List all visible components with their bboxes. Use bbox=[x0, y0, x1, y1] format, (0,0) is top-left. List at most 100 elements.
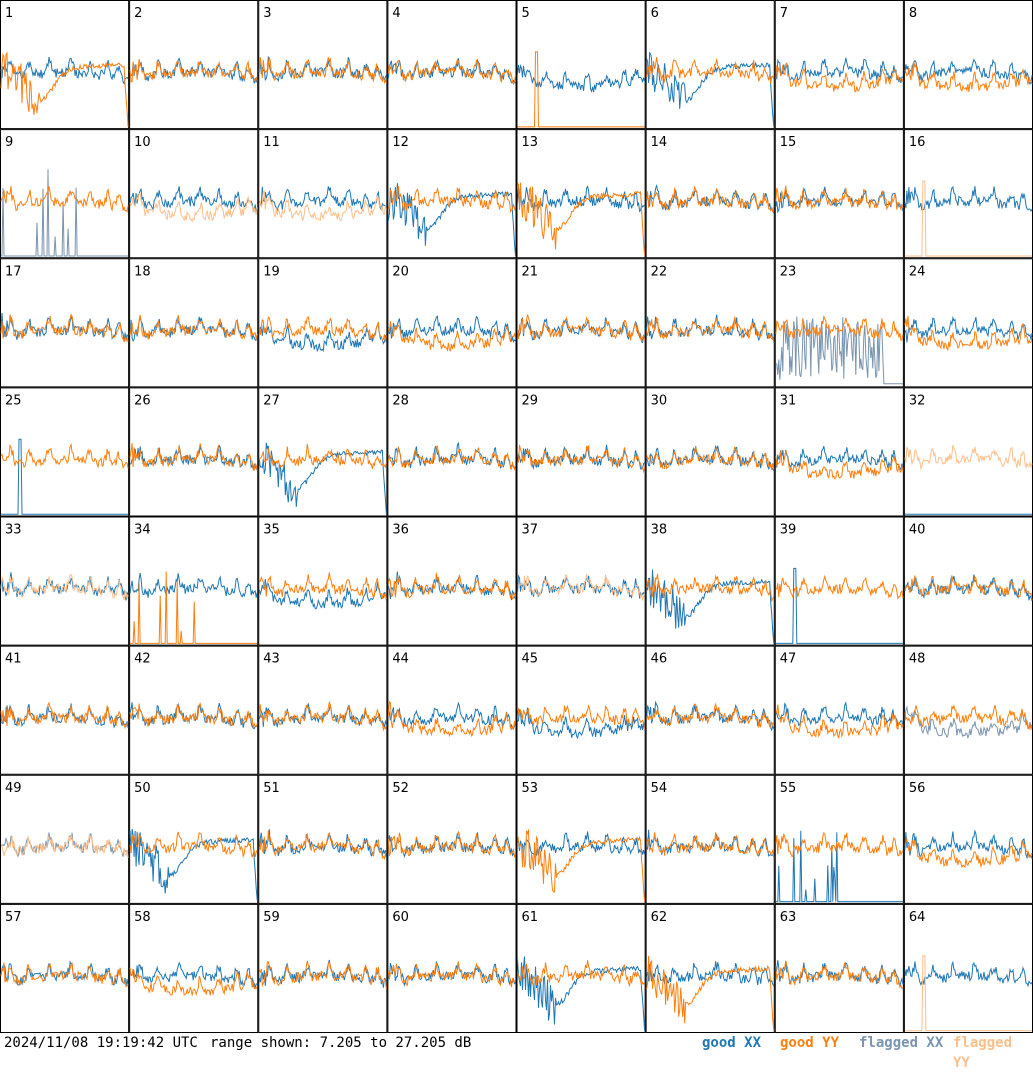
xx-line bbox=[904, 185, 1033, 212]
xx-line bbox=[1, 169, 129, 257]
panel-label: 2 bbox=[134, 6, 142, 21]
yy-line bbox=[904, 838, 1033, 869]
panel-label: 33 bbox=[5, 523, 22, 538]
xx-line bbox=[517, 574, 646, 599]
range-text: range shown: 7.205 to 27.205 dB bbox=[210, 1035, 472, 1051]
panel-label: 3 bbox=[263, 6, 271, 21]
panel-label: 37 bbox=[522, 523, 539, 538]
panel-32: 32 bbox=[903, 387, 1033, 517]
panel-label: 50 bbox=[134, 781, 151, 796]
panel-label: 34 bbox=[134, 523, 151, 538]
yy-line bbox=[387, 185, 516, 214]
yy-line bbox=[775, 960, 904, 990]
panel-frame bbox=[129, 387, 259, 517]
xx-line bbox=[388, 441, 516, 471]
panel-label: 25 bbox=[5, 393, 22, 408]
yy-line bbox=[0, 443, 129, 470]
yy-line bbox=[387, 961, 516, 988]
panel-label: 8 bbox=[909, 6, 917, 21]
panel-label: 63 bbox=[780, 910, 797, 925]
panel-7: 7 bbox=[774, 0, 904, 130]
panel-label: 62 bbox=[651, 910, 668, 925]
panel-21: 21 bbox=[516, 258, 646, 388]
panel-14: 14 bbox=[645, 129, 775, 259]
yy-line bbox=[387, 445, 516, 471]
yy-line bbox=[129, 314, 258, 340]
panel-label: 39 bbox=[780, 523, 797, 538]
xx-line bbox=[775, 316, 903, 385]
yy-line bbox=[258, 189, 387, 222]
panel-48: 48 bbox=[903, 645, 1033, 775]
panel-label: 49 bbox=[5, 781, 22, 796]
panel-54: 54 bbox=[645, 774, 775, 904]
panel-frame bbox=[258, 774, 388, 904]
panel-frame bbox=[129, 645, 259, 775]
yy-line bbox=[904, 704, 1033, 731]
panel-49: 49 bbox=[0, 774, 130, 904]
panel-label: 5 bbox=[522, 6, 530, 21]
panel-6: 6 bbox=[645, 0, 775, 130]
panel-37: 37 bbox=[516, 516, 646, 646]
panel-26: 26 bbox=[129, 387, 259, 517]
panel-57: 57 bbox=[0, 903, 130, 1033]
xx-line bbox=[904, 315, 1033, 343]
panel-label: 58 bbox=[134, 910, 151, 925]
panel-28: 28 bbox=[387, 387, 517, 517]
yy-line bbox=[129, 702, 258, 730]
panel-2: 2 bbox=[129, 0, 259, 130]
panel-55: 55 bbox=[774, 774, 904, 904]
xx-line bbox=[258, 579, 387, 610]
yy-line bbox=[904, 955, 1032, 1032]
yy-line bbox=[258, 960, 387, 989]
panel-label: 13 bbox=[522, 135, 539, 150]
panel-56: 56 bbox=[903, 774, 1033, 904]
footer: 2024/11/08 19:19:42 UTC range shown: 7.2… bbox=[0, 1033, 1033, 1071]
panel-8: 8 bbox=[903, 0, 1033, 130]
yy-line bbox=[259, 572, 387, 600]
xx-line bbox=[904, 58, 1033, 85]
panel-61: 61 bbox=[516, 903, 646, 1033]
yy-line bbox=[387, 831, 516, 859]
xx-line bbox=[387, 183, 516, 257]
panel-19: 19 bbox=[258, 258, 388, 388]
yy-line bbox=[387, 58, 516, 85]
panel-5: 5 bbox=[516, 0, 646, 130]
panel-label: 27 bbox=[263, 393, 280, 408]
panel-label: 14 bbox=[651, 135, 668, 150]
yy-line bbox=[904, 61, 1033, 92]
panel-frame bbox=[387, 774, 517, 904]
panel-22: 22 bbox=[645, 258, 775, 388]
panel-label: 21 bbox=[522, 264, 539, 279]
yy-line bbox=[646, 702, 775, 729]
panel-15: 15 bbox=[774, 129, 904, 259]
panel-label: 28 bbox=[392, 393, 409, 408]
xx-line bbox=[129, 961, 258, 988]
panel-33: 33 bbox=[0, 516, 130, 646]
yy-line bbox=[775, 185, 904, 212]
panel-label: 51 bbox=[263, 781, 280, 796]
yy-line bbox=[517, 314, 646, 343]
xx-line bbox=[775, 186, 904, 214]
panel-label: 20 bbox=[392, 264, 409, 279]
panel-label: 23 bbox=[780, 264, 797, 279]
panel-27: 27 bbox=[258, 387, 388, 517]
panel-12: 12 bbox=[387, 129, 517, 259]
panel-frame bbox=[129, 903, 259, 1033]
panel-13: 13 bbox=[516, 129, 646, 259]
panel-10: 10 bbox=[129, 129, 259, 259]
panel-30: 30 bbox=[645, 387, 775, 517]
panel-62: 62 bbox=[645, 903, 775, 1033]
panel-label: 1 bbox=[5, 6, 13, 21]
panel-label: 36 bbox=[392, 523, 409, 538]
panel-frame bbox=[903, 645, 1033, 775]
xx-line bbox=[775, 701, 904, 728]
panel-label: 35 bbox=[263, 523, 280, 538]
panel-label: 10 bbox=[134, 135, 151, 150]
panel-label: 17 bbox=[5, 264, 22, 279]
panel-label: 52 bbox=[392, 781, 409, 796]
panel-1: 1 bbox=[0, 0, 130, 130]
xx-line bbox=[904, 705, 1033, 740]
xx-line bbox=[129, 573, 258, 598]
panel-frame bbox=[903, 387, 1033, 517]
